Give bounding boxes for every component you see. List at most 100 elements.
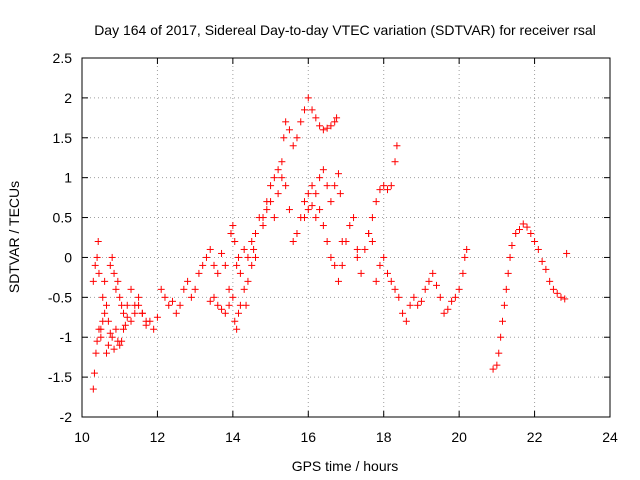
data-point <box>93 253 101 261</box>
data-point <box>99 293 107 301</box>
data-point <box>236 269 244 277</box>
data-point <box>112 285 120 293</box>
data-point <box>153 313 161 321</box>
data-point <box>319 222 327 230</box>
x-tick-label: 16 <box>300 429 316 445</box>
data-point <box>242 301 250 309</box>
data-point <box>270 214 278 222</box>
data-point <box>402 317 410 325</box>
data-point <box>444 305 452 313</box>
data-point <box>504 269 512 277</box>
data-point <box>410 293 418 301</box>
data-point <box>338 261 346 269</box>
data-point <box>455 285 463 293</box>
x-tick-label: 20 <box>451 429 467 445</box>
data-point <box>383 186 391 194</box>
data-point <box>187 293 195 301</box>
data-point <box>361 245 369 253</box>
data-point <box>157 285 165 293</box>
data-point <box>357 269 365 277</box>
data-point <box>372 277 380 285</box>
data-point <box>108 253 116 261</box>
data-point <box>263 198 271 206</box>
data-point <box>549 285 557 293</box>
data-point <box>319 166 327 174</box>
y-tick-label: 1.5 <box>53 130 73 146</box>
data-point <box>110 345 118 353</box>
data-point <box>289 237 297 245</box>
data-point <box>263 206 271 214</box>
data-point <box>119 309 127 317</box>
data-point <box>333 114 341 122</box>
data-point <box>218 305 226 313</box>
data-point <box>176 301 184 309</box>
data-point <box>338 237 346 245</box>
data-point <box>304 94 312 102</box>
data-point <box>289 142 297 150</box>
data-point <box>395 293 403 301</box>
y-tick-label: 0 <box>64 249 72 265</box>
data-point <box>327 253 335 261</box>
data-point <box>323 124 331 132</box>
data-point <box>368 237 376 245</box>
data-point <box>233 261 241 269</box>
data-point <box>270 174 278 182</box>
data-point <box>91 261 99 269</box>
data-point <box>376 186 384 194</box>
data-point <box>240 285 248 293</box>
data-point <box>500 301 508 309</box>
data-point <box>116 293 124 301</box>
data-point <box>103 301 111 309</box>
data-point <box>172 309 180 317</box>
data-point <box>308 182 316 190</box>
data-point <box>336 190 344 198</box>
data-point <box>225 285 233 293</box>
data-point <box>89 385 97 393</box>
data-point <box>244 277 252 285</box>
data-point <box>251 230 259 238</box>
data-point <box>278 174 286 182</box>
x-axis-label: GPS time / hours <box>292 458 399 474</box>
data-point <box>199 261 207 269</box>
y-tick-labels: 2.5 2 1.5 1 0.5 0 -0.5 -1 -1.5 -2 <box>48 50 72 425</box>
data-point <box>248 237 256 245</box>
data-point <box>259 222 267 230</box>
data-point <box>244 253 252 261</box>
data-point <box>150 325 158 333</box>
data-point <box>206 245 214 253</box>
y-tick-label: 2.5 <box>53 50 73 66</box>
data-point <box>231 317 239 325</box>
data-point <box>221 261 229 269</box>
data-point <box>506 253 514 261</box>
data-point <box>561 295 569 303</box>
data-point <box>534 245 542 253</box>
data-point <box>365 230 373 238</box>
y-tick-label: 0.5 <box>53 210 73 226</box>
y-axis-label: SDTVAR / TECUs <box>6 181 22 293</box>
data-point <box>110 269 118 277</box>
data-point <box>523 223 531 231</box>
data-point <box>312 214 320 222</box>
data-point <box>99 317 107 325</box>
data-point <box>451 293 459 301</box>
data-point <box>101 309 109 317</box>
data-point <box>436 293 444 301</box>
data-point <box>227 230 235 238</box>
data-point <box>235 309 243 317</box>
data-point <box>225 301 233 309</box>
data-point <box>440 309 448 317</box>
data-point <box>527 230 535 238</box>
data-point <box>250 245 258 253</box>
data-point <box>497 333 505 341</box>
data-point <box>421 285 429 293</box>
data-point <box>495 349 503 357</box>
x-tick-labels: 10 12 14 16 18 20 22 24 <box>74 429 618 445</box>
data-point <box>229 293 237 301</box>
data-point <box>304 206 312 214</box>
data-point <box>104 341 112 349</box>
data-point <box>301 198 309 206</box>
data-point <box>123 313 131 321</box>
data-point <box>214 301 222 309</box>
data-point <box>391 285 399 293</box>
